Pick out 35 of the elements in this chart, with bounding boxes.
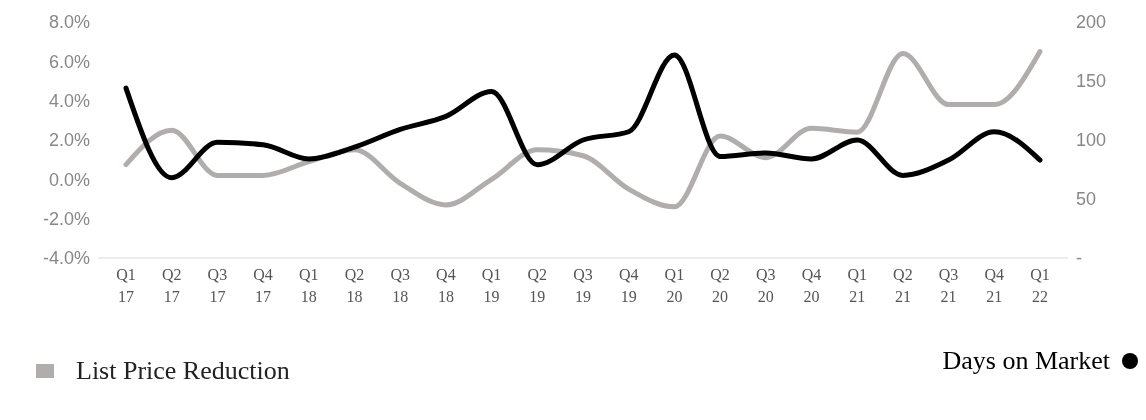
y-tick-label: -4.0% xyxy=(42,248,90,269)
x-tick-label: Q3 18 xyxy=(390,266,410,305)
x-tick-label: Q2 21 xyxy=(893,266,913,305)
x-tick-label: Q4 20 xyxy=(801,266,822,305)
x-tick-label: Q1 22 xyxy=(1030,266,1050,305)
x-tick-label: Q2 19 xyxy=(527,266,548,305)
x-tick-label: Q1 17 xyxy=(116,266,136,305)
x-tick-label: Q1 18 xyxy=(299,266,319,305)
x-tick-label: Q2 17 xyxy=(161,266,182,305)
x-tick-label: Q1 19 xyxy=(481,266,502,305)
y2-tick-label: 150 xyxy=(1076,71,1107,92)
x-tick-label: Q4 19 xyxy=(618,266,639,305)
x-tick-label: Q3 17 xyxy=(207,266,228,305)
y-tick-label: 0.0% xyxy=(48,169,90,190)
x-tick-label: Q4 17 xyxy=(253,266,273,305)
x-tick-label: Q2 18 xyxy=(344,266,365,305)
y2-tick-label: 100 xyxy=(1076,130,1107,151)
text: Days on Market xyxy=(942,346,1110,376)
y2-tick-label: 50 xyxy=(1076,189,1097,210)
x-tick-label: Q1 21 xyxy=(847,266,867,305)
x-tick-label: Q3 20 xyxy=(756,266,776,305)
y-tick-label: 4.0% xyxy=(48,91,90,112)
x-tick-label: Q3 21 xyxy=(938,266,959,305)
y-tick-label: -2.0% xyxy=(42,209,90,230)
y-tick-label: 6.0% xyxy=(48,51,90,72)
y-tick-label: 8.0% xyxy=(48,12,90,33)
x-tick-label: Q1 20 xyxy=(664,266,685,305)
x-tick-label: Q3 19 xyxy=(573,266,593,305)
x-tick-label: Q4 18 xyxy=(436,266,456,305)
legend-label: List Price Reduction xyxy=(76,356,290,386)
x-tick-label: Q2 20 xyxy=(710,266,730,305)
y-tick-label: 2.0% xyxy=(48,130,90,151)
y2-tick-label: 200 xyxy=(1076,12,1107,33)
y2-tick-label: - xyxy=(1076,248,1082,269)
x-tick-label: Q4 21 xyxy=(984,266,1005,305)
